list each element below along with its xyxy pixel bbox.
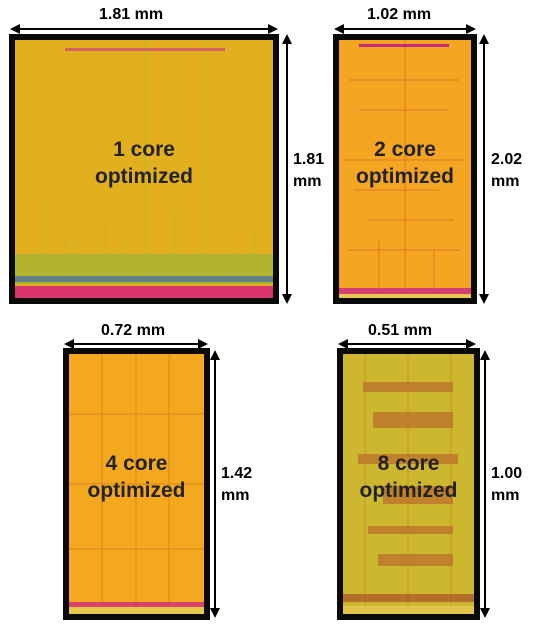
optimized-text: optimized (87, 479, 186, 502)
core-label: 1 core optimized (15, 136, 273, 190)
height-value-label: 1.42 (221, 465, 253, 482)
core-count-text: 4 core (105, 452, 168, 475)
optimized-text: optimized (95, 165, 193, 188)
height-unit-label: mm (221, 487, 250, 504)
core-label: 2 core optimized (339, 136, 471, 190)
width-label: 0.51 mm (368, 322, 433, 339)
height-value-label: 1.00 (491, 465, 523, 482)
chip-die-1-core: 1 core optimized (9, 34, 279, 304)
core-count-text: 2 core (374, 138, 436, 161)
chip-die-2-core: 2 core optimized (333, 34, 477, 304)
width-label: 1.81 mm (99, 6, 164, 23)
height-value-label: 2.02 (491, 151, 523, 168)
optimized-text: optimized (359, 479, 458, 502)
core-count-text: 8 core (377, 452, 440, 475)
chip-layout-texture (343, 354, 474, 614)
chip-layout-texture (339, 40, 471, 298)
optimized-text: optimized (356, 165, 454, 188)
height-unit-label: mm (491, 173, 520, 190)
height-unit-label: mm (293, 173, 322, 190)
width-label: 1.02 mm (367, 6, 432, 23)
height-unit-label: mm (491, 487, 520, 504)
core-label: 4 core optimized (69, 450, 204, 504)
chip-die-8-core: 8 core optimized (337, 348, 480, 620)
core-count-text: 1 core (113, 138, 175, 161)
width-label: 0.72 mm (101, 322, 166, 339)
height-value-label: 1.81 (293, 151, 325, 168)
core-label: 8 core optimized (343, 450, 474, 504)
chip-layout-texture (15, 40, 273, 298)
chip-die-4-core: 4 core optimized (63, 348, 210, 620)
chip-layout-texture (69, 354, 204, 614)
